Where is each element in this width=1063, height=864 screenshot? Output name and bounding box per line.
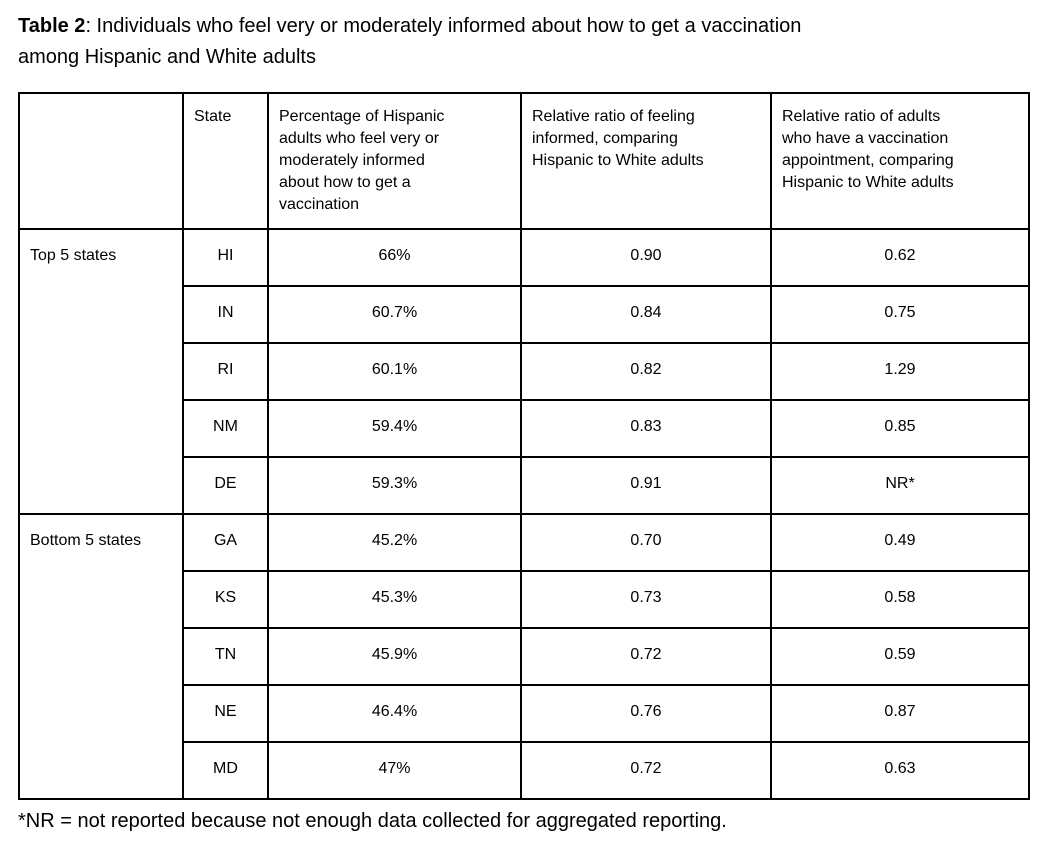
cell-ratio-appointment: 0.87 — [770, 684, 1030, 743]
table-row: RI 60.1% 0.82 1.29 — [19, 342, 1030, 401]
cell-ratio-appointment: 0.85 — [770, 399, 1030, 458]
cell-state: KS — [182, 570, 269, 629]
cell-ratio-informed: 0.72 — [520, 627, 772, 686]
table-title-text-line2: among Hispanic and White adults — [18, 46, 316, 68]
cell-ratio-appointment: 0.58 — [770, 570, 1030, 629]
cell-percentage: 59.3% — [267, 456, 522, 515]
cell-percentage: 47% — [267, 741, 522, 800]
table-row: DE 59.3% 0.91 NR* — [19, 456, 1030, 515]
table-row: NM 59.4% 0.83 0.85 — [19, 399, 1030, 458]
table-row: TN 45.9% 0.72 0.59 — [19, 627, 1030, 686]
cell-percentage: 45.9% — [267, 627, 522, 686]
header-relative-ratio-appointment: Relative ratio of adults who have a vacc… — [770, 92, 1030, 230]
cell-percentage: 59.4% — [267, 399, 522, 458]
cell-ratio-informed: 0.90 — [520, 228, 772, 287]
table-row: Bottom 5 states GA 45.2% 0.70 0.49 — [18, 513, 1030, 800]
footnote: *NR = not reported because not enough da… — [18, 810, 727, 832]
header-percentage-informed: Percentage of Hispanic adults who feel v… — [267, 92, 522, 230]
table-row: MD 47% 0.72 0.63 — [19, 741, 1030, 800]
cell-ratio-appointment: 0.75 — [770, 285, 1030, 344]
cell-percentage: 60.1% — [267, 342, 522, 401]
cell-ratio-informed: 0.72 — [520, 741, 772, 800]
cell-percentage: 46.4% — [267, 684, 522, 743]
cell-state: NM — [182, 399, 269, 458]
cell-ratio-informed: 0.84 — [520, 285, 772, 344]
cell-ratio-informed: 0.73 — [520, 570, 772, 629]
cell-percentage: 66% — [267, 228, 522, 287]
cell-state: MD — [182, 741, 269, 800]
cell-state: GA — [182, 513, 269, 572]
table-title-label: Table 2 — [18, 15, 86, 37]
header-state: State — [182, 92, 269, 230]
cell-ratio-appointment: NR* — [770, 456, 1030, 515]
group-label-bottom-5-states: Bottom 5 states — [18, 513, 184, 800]
cell-ratio-appointment: 1.29 — [770, 342, 1030, 401]
cell-ratio-appointment: 0.49 — [770, 513, 1030, 572]
cell-ratio-informed: 0.82 — [520, 342, 772, 401]
header-corner — [18, 92, 184, 230]
cell-percentage: 45.2% — [267, 513, 522, 572]
cell-ratio-informed: 0.83 — [520, 399, 772, 458]
group-label-top-5-states: Top 5 states — [18, 228, 184, 515]
table-title-text-line1: : Individuals who feel very or moderatel… — [85, 15, 802, 37]
vaccination-info-table: State Percentage of Hispanic adults who … — [18, 92, 1030, 800]
cell-ratio-appointment: 0.62 — [770, 228, 1030, 287]
cell-state: DE — [182, 456, 269, 515]
table-row: NE 46.4% 0.76 0.87 — [19, 684, 1030, 743]
cell-ratio-informed: 0.91 — [520, 456, 772, 515]
cell-ratio-informed: 0.76 — [520, 684, 772, 743]
cell-percentage: 45.3% — [267, 570, 522, 629]
cell-state: NE — [182, 684, 269, 743]
header-relative-ratio-informed: Relative ratio of feeling informed, comp… — [520, 92, 772, 230]
cell-percentage: 60.7% — [267, 285, 522, 344]
header-row: State Percentage of Hispanic adults who … — [18, 92, 1030, 230]
table-title: Table 2: Individuals who feel very or mo… — [18, 11, 1008, 73]
cell-state: TN — [182, 627, 269, 686]
cell-ratio-informed: 0.70 — [520, 513, 772, 572]
cell-state: RI — [182, 342, 269, 401]
cell-state: IN — [182, 285, 269, 344]
cell-ratio-appointment: 0.59 — [770, 627, 1030, 686]
table-row: KS 45.3% 0.73 0.58 — [19, 570, 1030, 629]
cell-state: HI — [182, 228, 269, 287]
table-row: IN 60.7% 0.84 0.75 — [19, 285, 1030, 344]
cell-ratio-appointment: 0.63 — [770, 741, 1030, 800]
table-row: Top 5 states HI 66% 0.90 0.62 — [18, 228, 1030, 515]
